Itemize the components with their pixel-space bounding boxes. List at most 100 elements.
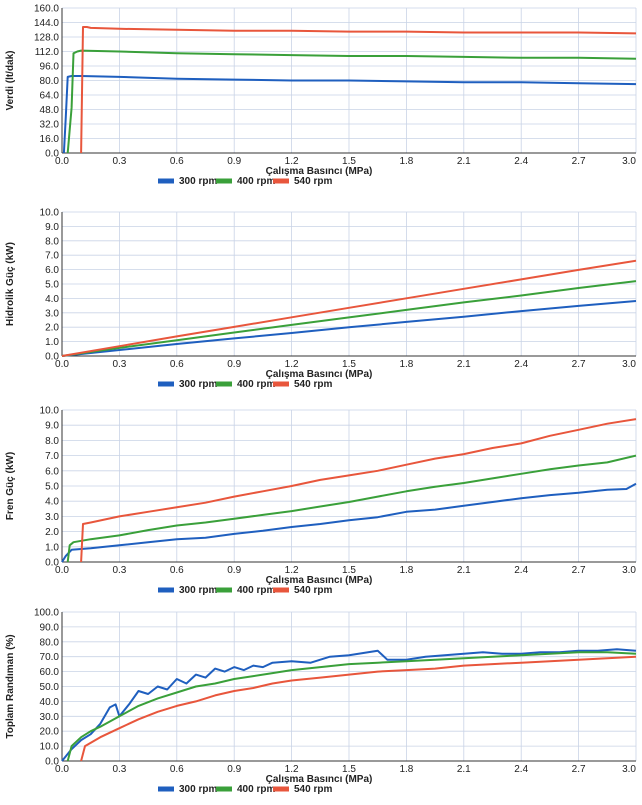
y-tick-label: 20.0 — [40, 727, 60, 738]
x-tick-label: 2.7 — [572, 565, 586, 576]
y-tick-label: 4.0 — [45, 497, 59, 508]
y-tick-label: 128.0 — [34, 33, 59, 44]
x-tick-label: 2.4 — [514, 764, 528, 775]
x-tick-label: 1.8 — [399, 565, 413, 576]
x-tick-label: 0.3 — [112, 156, 126, 167]
x-tick-label: 2.1 — [457, 565, 471, 576]
x-tick-label: 3.0 — [622, 156, 636, 167]
x-tick-label: 1.5 — [342, 565, 356, 576]
x-tick-label: 2.7 — [572, 359, 586, 370]
y-tick-label: 60.0 — [40, 667, 60, 678]
x-tick-label: 0.3 — [112, 359, 126, 370]
y-tick-label: 5.0 — [45, 280, 59, 291]
series-line-2 — [66, 49, 637, 154]
x-tick-label: 2.1 — [457, 156, 471, 167]
y-tick-label: 100.0 — [34, 608, 59, 619]
y-tick-label: 1.0 — [45, 542, 59, 553]
x-tick-label: 1.8 — [399, 764, 413, 775]
chart-3: 0.0 1.0 2.0 3.0 4.0 5.0 6.0 7.0 8.0 9.0 10.0 0.0 0.3… — [5, 406, 637, 596]
x-tick-label: 2.4 — [514, 156, 528, 167]
y-tick-label: 1.0 — [45, 337, 59, 348]
x-tick-label: 1.2 — [285, 764, 299, 775]
x-axis-title: Çalışma Basıncı (MPa) — [266, 369, 373, 380]
series-line-3 — [80, 655, 637, 762]
y-axis-title: Fren Güç (kW) — [5, 452, 16, 520]
y-tick-label: 80.0 — [40, 76, 60, 87]
y-tick-label: 7.0 — [45, 251, 59, 262]
y-tick-label: 7.0 — [45, 451, 59, 462]
y-tick-label: 10.0 — [40, 406, 60, 417]
series-line-2 — [66, 651, 637, 762]
y-tick-label: 0.0 — [45, 352, 59, 363]
x-tick-label: 0.9 — [227, 156, 241, 167]
x-tick-label: 0.0 — [55, 764, 69, 775]
x-tick-label: 1.5 — [342, 156, 356, 167]
y-tick-label: 90.0 — [40, 622, 60, 633]
x-tick-label: 1.2 — [285, 156, 299, 167]
y-tick-label: 160.0 — [34, 4, 59, 15]
x-tick-label: 1.8 — [399, 359, 413, 370]
x-tick-label: 3.0 — [622, 764, 636, 775]
y-tick-label: 5.0 — [45, 482, 59, 493]
x-tick-label: 2.1 — [457, 359, 471, 370]
legend-label: 400 rpm — [237, 379, 275, 390]
legend-label: 300 rpm — [179, 176, 217, 187]
x-tick-label: 0.0 — [55, 565, 69, 576]
y-tick-label: 0.0 — [45, 149, 59, 160]
x-tick-label: 0.6 — [170, 359, 184, 370]
y-tick-label: 144.0 — [34, 18, 59, 29]
y-tick-label: 112.0 — [35, 47, 60, 58]
x-tick-label: 2.7 — [572, 764, 586, 775]
y-tick-label: 8.0 — [45, 436, 59, 447]
legend-label: 540 rpm — [294, 176, 332, 187]
y-tick-label: 6.0 — [45, 265, 59, 276]
y-tick-label: 2.0 — [45, 527, 59, 538]
x-tick-label: 0.0 — [55, 359, 69, 370]
legend-label: 540 rpm — [294, 585, 332, 596]
x-tick-label: 0.9 — [227, 565, 241, 576]
x-tick-label: 1.5 — [342, 359, 356, 370]
x-tick-label: 0.6 — [170, 764, 184, 775]
y-axis-title: Toplam Randıman (%) — [5, 634, 16, 738]
y-axis-title: Hidrolik Güç (kW) — [5, 242, 16, 326]
x-tick-label: 0.3 — [112, 565, 126, 576]
x-tick-label: 1.5 — [342, 764, 356, 775]
x-tick-label: 1.2 — [285, 359, 299, 370]
y-tick-label: 70.0 — [40, 652, 60, 663]
y-tick-label: 3.0 — [45, 512, 59, 523]
series-line-2 — [66, 454, 637, 563]
y-tick-label: 64.0 — [40, 91, 60, 102]
series-line-3 — [80, 418, 637, 563]
legend-label: 300 rpm — [179, 784, 217, 795]
series-line-3 — [80, 26, 637, 154]
x-axis-title: Çalışma Basıncı (MPa) — [266, 774, 373, 785]
x-tick-label: 0.6 — [170, 565, 184, 576]
x-axis-title: Çalışma Basıncı (MPa) — [266, 166, 373, 177]
chart-1: 0.0 16.0 32.0 48.0 64.0 80.0 96.0 112.0 128.0 144… — [5, 4, 636, 188]
series-line-1 — [61, 300, 637, 357]
legend-label: 540 rpm — [294, 379, 332, 390]
x-tick-label: 3.0 — [622, 565, 636, 576]
x-tick-label: 2.4 — [514, 359, 528, 370]
y-tick-label: 48.0 — [40, 105, 60, 116]
x-tick-label: 2.7 — [572, 156, 586, 167]
series-line-3 — [61, 259, 637, 357]
y-tick-label: 0.0 — [45, 757, 59, 768]
x-tick-label: 0.9 — [227, 764, 241, 775]
y-tick-label: 9.0 — [45, 421, 59, 432]
x-tick-label: 0.0 — [55, 156, 69, 167]
y-tick-label: 10.0 — [40, 742, 60, 753]
y-tick-label: 4.0 — [45, 294, 59, 305]
x-axis-title: Çalışma Basıncı (MPa) — [266, 575, 373, 586]
x-tick-label: 0.6 — [170, 156, 184, 167]
y-tick-label: 40.0 — [40, 697, 60, 708]
y-tick-label: 0.0 — [45, 558, 59, 569]
x-tick-label: 1.8 — [399, 156, 413, 167]
legend-label: 300 rpm — [179, 585, 217, 596]
y-tick-label: 30.0 — [40, 712, 60, 723]
y-tick-label: 6.0 — [45, 466, 59, 477]
y-tick-label: 10.0 — [40, 208, 60, 219]
y-tick-label: 80.0 — [40, 637, 60, 648]
chart-2: 0.0 1.0 2.0 3.0 4.0 5.0 6.0 7.0 8.0 9.0 10.0 0.0 0.3… — [5, 208, 636, 391]
